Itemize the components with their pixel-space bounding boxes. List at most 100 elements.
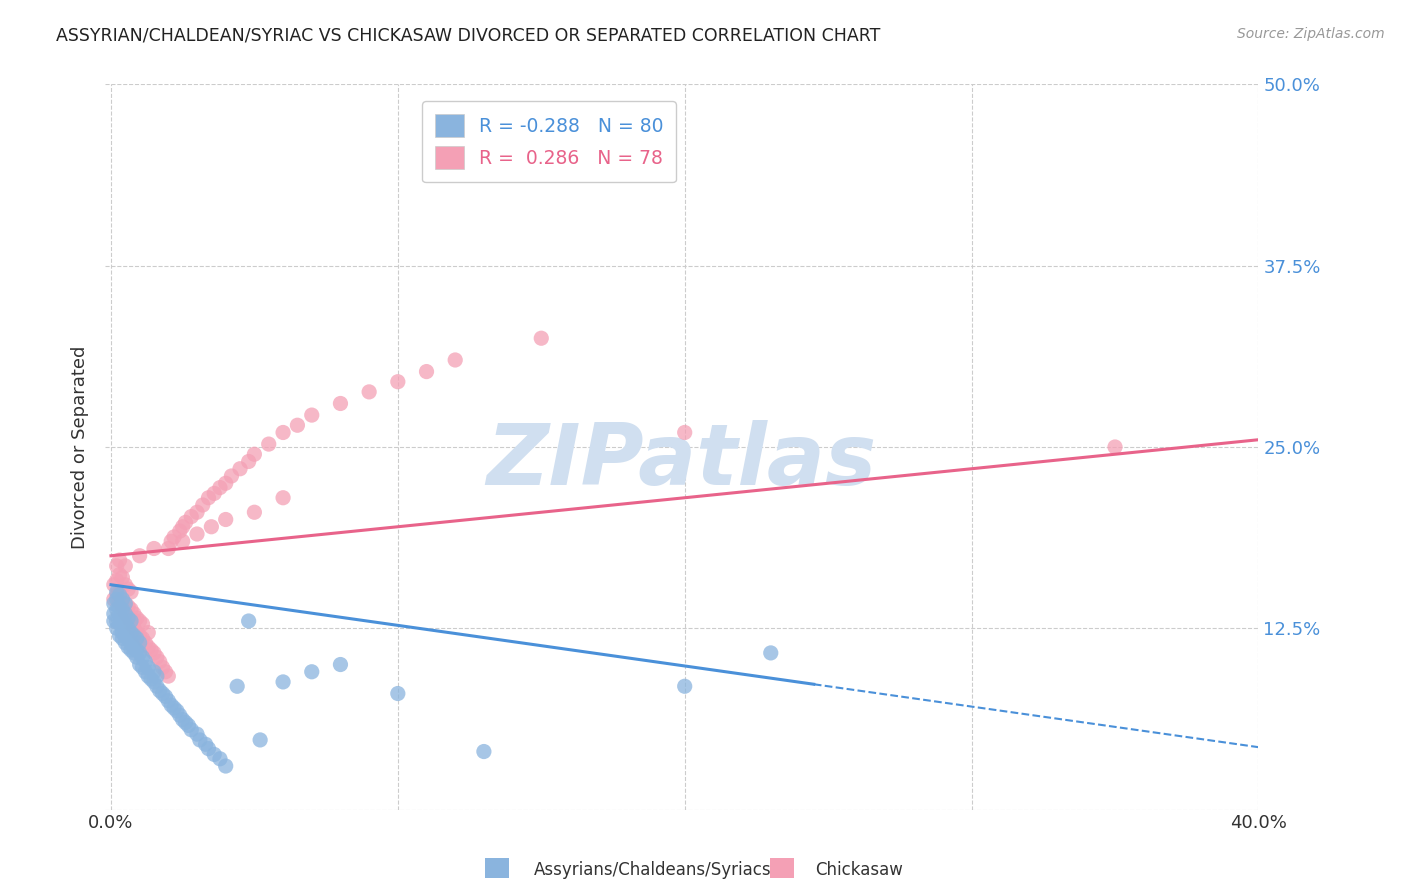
Text: Source: ZipAtlas.com: Source: ZipAtlas.com [1237,27,1385,41]
Point [191,498,214,512]
Point [387,375,409,389]
Point [139,643,162,657]
Point [120,585,142,599]
Point [122,646,145,660]
Point [136,669,159,683]
Point [387,686,409,700]
Point [108,628,131,642]
Point [136,640,159,654]
Point [243,505,266,519]
Point [128,636,150,650]
Point [169,708,191,723]
Point [128,657,150,672]
Point [271,425,294,440]
Point [103,614,125,628]
Point [105,585,128,599]
Point [122,621,145,635]
Point [143,674,166,689]
Point [120,614,142,628]
Text: Chickasaw: Chickasaw [815,861,903,879]
Point [149,655,172,669]
Point [163,530,186,544]
Point [131,650,153,665]
Point [197,741,219,756]
Point [128,628,150,642]
Point [177,718,200,732]
Point [120,625,142,640]
Point [530,331,553,345]
Point [108,585,131,599]
Point [215,512,238,526]
Point [114,616,136,631]
Point [120,602,142,616]
Point [1104,440,1126,454]
Point [194,737,217,751]
Point [128,614,150,628]
Point [157,694,180,708]
Point [114,597,136,611]
Point [329,657,352,672]
Point [143,665,166,679]
Point [105,614,128,628]
Point [108,588,131,602]
Point [215,759,238,773]
Point [114,607,136,621]
Point [157,541,180,556]
Point [152,660,174,674]
Point [215,476,238,491]
Point [117,621,139,635]
Point [271,491,294,505]
Point [143,646,166,660]
Point [122,607,145,621]
Point [186,505,208,519]
Point [134,655,156,669]
Legend: R = -0.288   N = 80, R =  0.286   N = 78: R = -0.288 N = 80, R = 0.286 N = 78 [422,101,676,183]
Point [131,632,153,646]
Point [125,625,148,640]
Point [249,733,271,747]
Text: Assyrians/Chaldeans/Syriacs: Assyrians/Chaldeans/Syriacs [534,861,772,879]
Point [114,597,136,611]
Point [174,516,197,530]
Point [105,574,128,588]
Point [444,353,467,368]
Point [673,425,696,440]
Point [120,616,142,631]
Point [105,602,128,616]
Text: ASSYRIAN/CHALDEAN/SYRIAC VS CHICKASAW DIVORCED OR SEPARATED CORRELATION CHART: ASSYRIAN/CHALDEAN/SYRIAC VS CHICKASAW DI… [56,27,880,45]
Point [114,558,136,573]
Point [136,625,159,640]
Point [186,727,208,741]
Point [169,524,191,538]
Point [111,632,134,646]
Y-axis label: Divorced or Separated: Divorced or Separated [72,345,89,549]
Point [108,599,131,614]
Point [125,632,148,646]
Point [105,592,128,607]
Point [114,607,136,621]
Point [238,454,260,468]
Point [105,621,128,635]
Point [111,614,134,628]
Point [157,669,180,683]
Point [114,628,136,642]
Point [163,701,186,715]
Point [143,541,166,556]
Point [287,418,309,433]
Point [301,408,323,422]
Point [128,549,150,563]
Point [146,650,169,665]
Point [166,704,188,718]
Point [111,592,134,607]
Point [238,614,260,628]
Point [114,636,136,650]
Point [257,437,280,451]
Point [229,461,252,475]
Point [329,396,352,410]
Point [186,527,208,541]
Point [202,747,225,762]
Point [111,625,134,640]
Point [200,520,222,534]
Point [139,672,162,686]
Point [117,611,139,625]
